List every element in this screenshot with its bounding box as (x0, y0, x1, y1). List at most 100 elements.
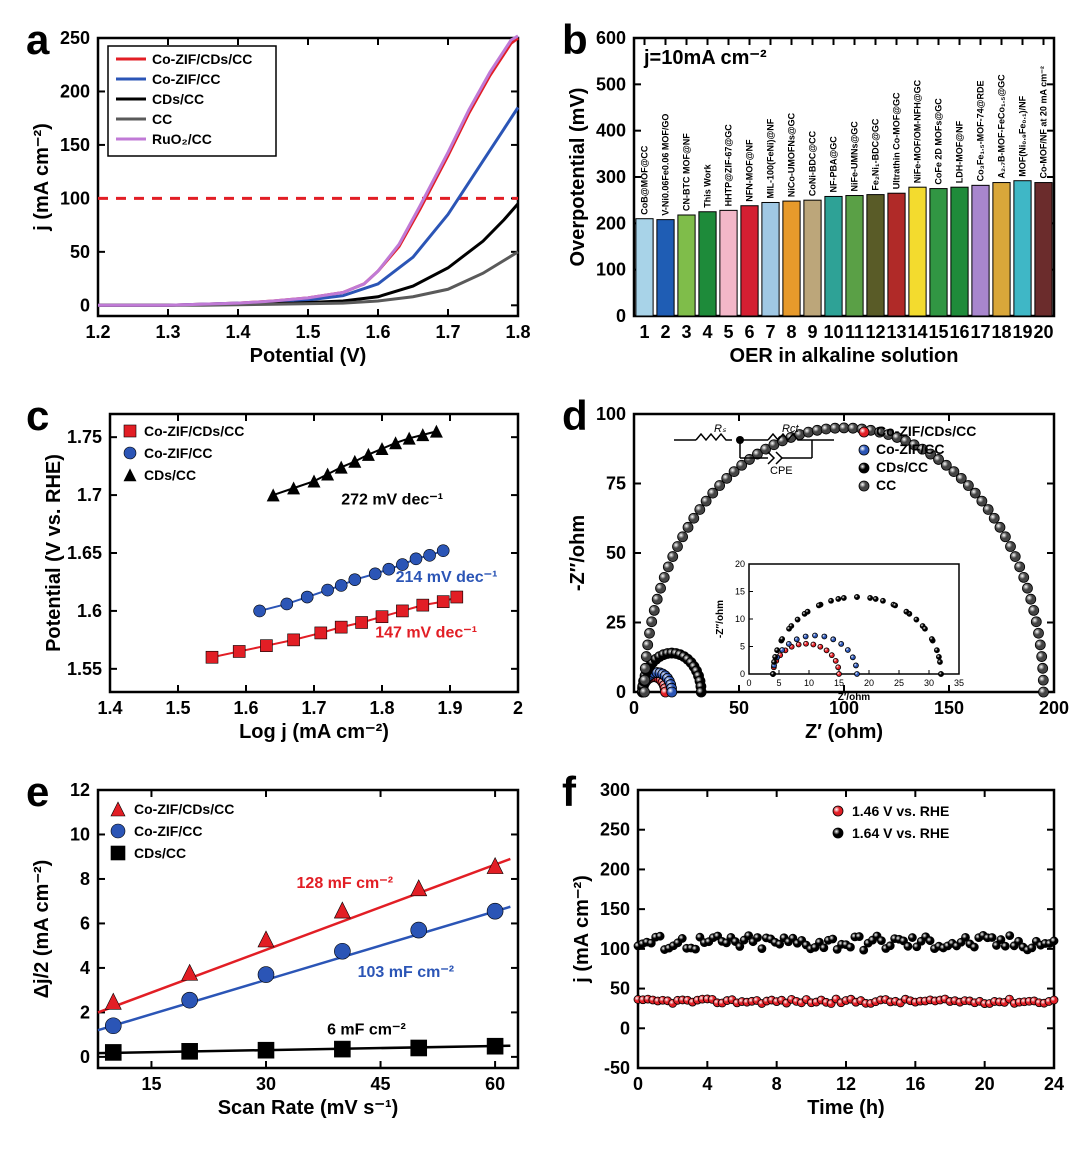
svg-text:250: 250 (60, 28, 90, 48)
svg-text:0: 0 (80, 295, 90, 315)
svg-text:1.9: 1.9 (437, 698, 462, 718)
svg-text:4: 4 (702, 322, 712, 342)
panel-d: d0501001502000255075100Z′ (ohm)-Z″/ohmCo… (556, 396, 1076, 756)
svg-text:RuO₂/CC: RuO₂/CC (152, 131, 212, 147)
svg-text:Co-ZIF/CDs/CC: Co-ZIF/CDs/CC (876, 423, 976, 439)
svg-text:Co-ZIF/CC: Co-ZIF/CC (134, 823, 202, 839)
panel-letter: b (562, 16, 588, 64)
svg-text:0: 0 (746, 678, 751, 688)
svg-text:150: 150 (934, 698, 964, 718)
svg-text:200: 200 (60, 81, 90, 101)
panel-c: c1.41.51.61.71.81.921.551.61.651.71.75Lo… (20, 396, 540, 756)
svg-text:Fe₂Ni₁-BDC@GC: Fe₂Ni₁-BDC@GC (871, 118, 881, 190)
svg-text:CC: CC (152, 111, 172, 127)
svg-text:10: 10 (735, 614, 745, 624)
svg-text:j=10mA cm⁻²: j=10mA cm⁻² (643, 47, 767, 69)
svg-text:2: 2 (80, 1002, 90, 1022)
svg-text:0: 0 (633, 1074, 643, 1094)
panel-letter: c (26, 392, 49, 440)
svg-text:Time (h): Time (h) (807, 1097, 884, 1119)
svg-text:15: 15 (735, 587, 745, 597)
svg-text:LDH-MOF@NF: LDH-MOF@NF (955, 120, 965, 183)
svg-text:CDs/CC: CDs/CC (134, 845, 186, 861)
svg-text:Z′ (ohm): Z′ (ohm) (805, 721, 883, 743)
svg-text:200: 200 (600, 859, 630, 879)
panel-b: b123456789101112131415161718192001002003… (556, 20, 1076, 380)
svg-text:1.4: 1.4 (97, 698, 122, 718)
svg-text:600: 600 (596, 28, 626, 48)
svg-text:1.5: 1.5 (165, 698, 190, 718)
svg-text:100: 100 (596, 260, 626, 280)
svg-text:1.6: 1.6 (77, 601, 102, 621)
svg-text:Co₃Fe₁.₅-MOF-74@RDE: Co₃Fe₁.₅-MOF-74@RDE (976, 81, 986, 182)
svg-text:250: 250 (600, 820, 630, 840)
svg-text:1.4: 1.4 (225, 322, 250, 342)
svg-text:25: 25 (606, 613, 626, 633)
svg-text:CDs/CC: CDs/CC (144, 467, 196, 483)
svg-text:200: 200 (1039, 698, 1069, 718)
svg-text:500: 500 (596, 74, 626, 94)
svg-text:18: 18 (991, 322, 1011, 342)
svg-text:1.7: 1.7 (301, 698, 326, 718)
panel-letter: e (26, 768, 49, 816)
svg-text:Potential (V): Potential (V) (250, 345, 367, 367)
svg-text:7: 7 (765, 322, 775, 342)
svg-text:50: 50 (610, 979, 630, 999)
svg-text:NF-PBA@GC: NF-PBA@GC (829, 136, 839, 193)
panel-letter: a (26, 16, 49, 64)
svg-text:19: 19 (1012, 322, 1032, 342)
svg-text:12: 12 (865, 322, 885, 342)
svg-text:-Z″/ohm: -Z″/ohm (567, 515, 589, 591)
svg-text:214 mV dec⁻¹: 214 mV dec⁻¹ (396, 569, 498, 586)
svg-text:8: 8 (786, 322, 796, 342)
svg-text:This Work: This Work (703, 163, 713, 207)
svg-text:0: 0 (80, 1047, 90, 1067)
svg-text:100: 100 (596, 404, 626, 424)
svg-text:4: 4 (702, 1074, 712, 1094)
svg-text:HHTP@ZIF-67@GC: HHTP@ZIF-67@GC (724, 124, 734, 207)
svg-text:10: 10 (823, 322, 843, 342)
svg-text:Z′/ohm: Z′/ohm (838, 692, 871, 703)
svg-text:NiCo-UMOFNs@GC: NiCo-UMOFNs@GC (787, 112, 797, 197)
svg-text:1.3: 1.3 (155, 322, 180, 342)
svg-text:24: 24 (1044, 1074, 1064, 1094)
panel-f: f04812162024-50050100150200250300Time (h… (556, 772, 1076, 1132)
svg-text:17: 17 (970, 322, 990, 342)
svg-text:1.6: 1.6 (233, 698, 258, 718)
svg-text:Overpotential (mV): Overpotential (mV) (567, 88, 589, 267)
svg-text:15: 15 (141, 1074, 161, 1094)
svg-text:20: 20 (864, 678, 874, 688)
svg-text:50: 50 (606, 543, 626, 563)
svg-text:12: 12 (836, 1074, 856, 1094)
svg-text:OER in alkaline solution: OER in alkaline solution (730, 345, 959, 367)
svg-text:300: 300 (596, 167, 626, 187)
svg-text:Rₛ: Rₛ (714, 423, 727, 435)
svg-text:30: 30 (924, 678, 934, 688)
svg-text:6: 6 (744, 322, 754, 342)
svg-text:1.2: 1.2 (85, 322, 110, 342)
svg-text:CDs/CC: CDs/CC (876, 459, 928, 475)
svg-text:NiFe-UMNs@GC: NiFe-UMNs@GC (850, 121, 860, 192)
svg-text:150: 150 (60, 135, 90, 155)
svg-text:Co-ZIF/CC: Co-ZIF/CC (876, 441, 944, 457)
svg-text:1.8: 1.8 (505, 322, 530, 342)
svg-text:3: 3 (681, 322, 691, 342)
svg-text:12: 12 (70, 780, 90, 800)
svg-text:Co-ZIF/CDs/CC: Co-ZIF/CDs/CC (144, 423, 244, 439)
svg-text:6 mF cm⁻²: 6 mF cm⁻² (327, 1022, 406, 1039)
svg-text:128 mF cm⁻²: 128 mF cm⁻² (297, 875, 393, 892)
svg-text:1.6: 1.6 (365, 322, 390, 342)
svg-text:1.8: 1.8 (369, 698, 394, 718)
svg-text:0: 0 (629, 698, 639, 718)
svg-text:20: 20 (1033, 322, 1053, 342)
svg-text:A₂.₇B-MOF-FeCo₁.₅@GC: A₂.₇B-MOF-FeCo₁.₅@GC (997, 74, 1007, 179)
svg-text:25: 25 (894, 678, 904, 688)
svg-text:16: 16 (949, 322, 969, 342)
svg-text:-Z″/ohm: -Z″/ohm (715, 600, 726, 638)
svg-text:1.64 V vs. RHE: 1.64 V vs. RHE (852, 825, 949, 841)
svg-text:150: 150 (600, 899, 630, 919)
svg-text:45: 45 (371, 1074, 391, 1094)
svg-text:Scan Rate (mV s⁻¹): Scan Rate (mV s⁻¹) (218, 1097, 399, 1119)
svg-text:147 mV dec⁻¹: 147 mV dec⁻¹ (375, 625, 477, 642)
svg-text:0: 0 (740, 669, 745, 679)
